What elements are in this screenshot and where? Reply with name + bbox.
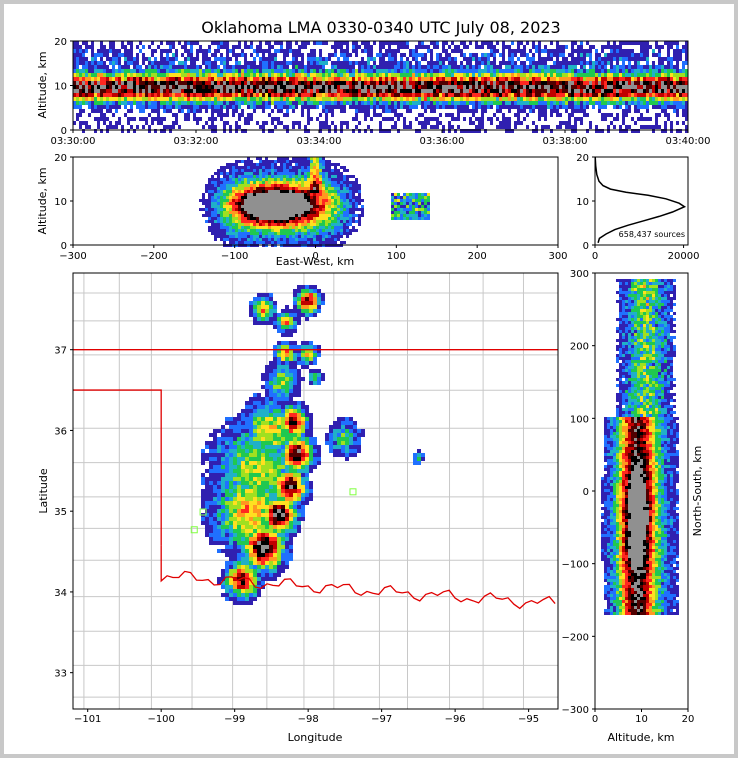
- north-south-panel: North-South, km Altitude, km 0 10 20 −300 −2…: [562, 269, 704, 744]
- y-tick-label: −200: [562, 632, 589, 643]
- x-tick-label: 03:34:00: [297, 136, 342, 147]
- station-marker: [190, 526, 198, 534]
- texas-panhandle-border: [73, 389, 162, 546]
- x-tick-label: −98: [298, 714, 319, 725]
- y-tick-label: 200: [570, 342, 589, 353]
- altitude-histogram-panel: 658,437 sources 0 20000 0 10 20: [576, 153, 699, 262]
- north-south-xlabel: Altitude, km: [607, 731, 674, 744]
- y-tick-label: 20: [54, 153, 67, 164]
- x-tick-label: 200: [468, 251, 487, 262]
- time-altitude-ticks: 0 10 20 03:30:00 03:32:00 03:34:00 03:36:00 03:…: [51, 37, 711, 147]
- y-tick-label: 0: [61, 126, 67, 137]
- y-tick-label: 35: [54, 507, 67, 518]
- north-south-ticks: 0 10 20 −300 −200 −100 0 100 200 300: [562, 269, 695, 725]
- state-borders: [73, 349, 558, 610]
- x-tick-label: 03:38:00: [543, 136, 588, 147]
- y-tick-label: 37: [54, 346, 67, 357]
- x-tick-label: 20000: [668, 251, 700, 262]
- y-tick-label: 10: [576, 197, 589, 208]
- y-tick-label: 0: [583, 241, 589, 252]
- x-tick-label: −200: [140, 251, 167, 262]
- plan-view-frame: [72, 272, 559, 710]
- x-tick-label: −100: [147, 714, 174, 725]
- y-tick-label: 34: [54, 588, 67, 599]
- x-tick-label: −300: [59, 251, 86, 262]
- y-tick-label: 10: [54, 197, 67, 208]
- county-lines: [73, 273, 558, 709]
- x-tick-label: −99: [224, 714, 245, 725]
- x-tick-label: −96: [445, 714, 466, 725]
- x-tick-label: 0: [592, 714, 598, 725]
- y-tick-label: 10: [54, 82, 67, 93]
- chart-title: Oklahoma LMA 0330-0340 UTC July 08, 2023: [201, 18, 560, 37]
- east-west-panel: Altitude, km East-West, km −300 −200 −100 0…: [36, 153, 568, 268]
- x-tick-label: −101: [74, 714, 101, 725]
- time-altitude-ylabel: Altitude, km: [36, 51, 49, 118]
- lma-stations: [190, 488, 357, 534]
- north-south-density: [601, 279, 679, 615]
- x-tick-label: −100: [221, 251, 248, 262]
- y-tick-label: 0: [61, 241, 67, 252]
- east-west-ylabel: Altitude, km: [36, 167, 49, 234]
- y-tick-label: 20: [576, 153, 589, 164]
- plan-view-density: [201, 285, 425, 605]
- x-tick-label: 20: [682, 714, 695, 725]
- y-tick-label: 0: [583, 487, 589, 498]
- x-tick-label: 100: [387, 251, 406, 262]
- y-tick-label: 33: [54, 669, 67, 680]
- station-marker: [199, 508, 207, 516]
- x-tick-label: 03:40:00: [666, 136, 711, 147]
- plan-view-ylabel: Latitude: [37, 468, 50, 514]
- source-count-annotation: 658,437 sources: [619, 230, 685, 239]
- x-tick-label: 03:30:00: [51, 136, 96, 147]
- plan-view-xlabel: Longitude: [288, 731, 343, 744]
- y-tick-label: 300: [570, 269, 589, 280]
- y-tick-label: −100: [562, 560, 589, 571]
- x-tick-label: 03:32:00: [174, 136, 219, 147]
- y-tick-label: 36: [54, 426, 67, 437]
- x-tick-label: 10: [635, 714, 648, 725]
- y-tick-label: −300: [562, 705, 589, 716]
- lma-figure: Oklahoma LMA 0330-0340 UTC July 08, 2023…: [36, 18, 710, 744]
- time-altitude-density: [73, 41, 688, 133]
- y-tick-label: 20: [54, 37, 67, 48]
- east-west-ticks: −300 −200 −100 0 100 200 300 0 10 20: [54, 153, 567, 262]
- red-river-border: [160, 545, 556, 610]
- x-tick-label: 0: [312, 251, 318, 262]
- altitude-histogram-ticks: 0 20000 0 10 20: [576, 153, 699, 262]
- plan-view-panel: Latitude Longitude −101 −100 −99 −98 −97 −96−…: [37, 272, 559, 744]
- y-tick-label: 100: [570, 414, 589, 425]
- x-tick-label: 03:36:00: [420, 136, 465, 147]
- x-tick-label: 300: [548, 251, 567, 262]
- figure-frame: Oklahoma LMA 0330-0340 UTC July 08, 2023…: [4, 4, 734, 754]
- station-marker: [349, 488, 357, 496]
- time-altitude-panel: Altitude, km 0 10 20 03:30:00 03:32:00 03:34:…: [36, 37, 710, 147]
- altitude-histogram-line: [594, 156, 687, 244]
- x-tick-label: −97: [371, 714, 392, 725]
- east-west-xlabel: East-West, km: [276, 255, 354, 268]
- x-tick-label: −95: [518, 714, 539, 725]
- x-tick-label: 0: [592, 251, 598, 262]
- plan-view-ticks: −101 −100 −99 −98 −97 −96 −95 33 34 35 36 37: [54, 346, 539, 725]
- north-south-ylabel: North-South, km: [691, 446, 704, 537]
- east-west-density: [199, 157, 430, 247]
